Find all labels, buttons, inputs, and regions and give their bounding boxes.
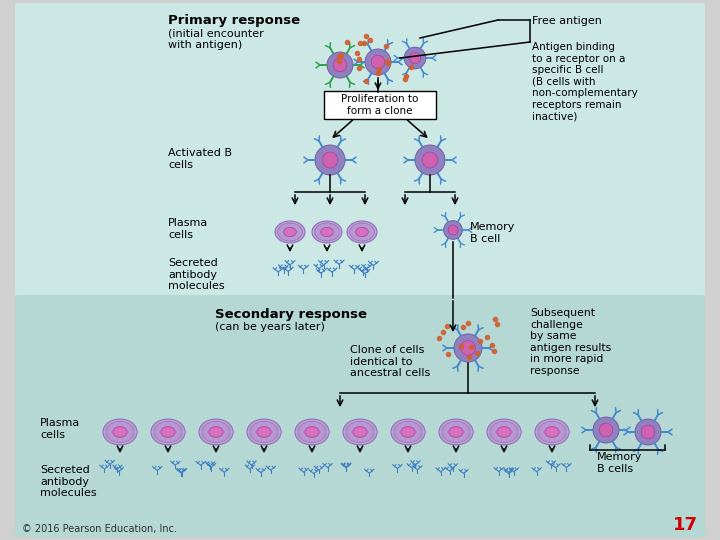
Ellipse shape	[454, 334, 482, 362]
Ellipse shape	[343, 419, 377, 445]
Ellipse shape	[599, 423, 613, 437]
Text: Secondary response: Secondary response	[215, 308, 367, 321]
Text: (initial encounter
with antigen): (initial encounter with antigen)	[168, 28, 264, 50]
Ellipse shape	[461, 341, 475, 355]
Ellipse shape	[305, 427, 319, 437]
FancyBboxPatch shape	[15, 3, 705, 297]
Ellipse shape	[320, 227, 333, 237]
Ellipse shape	[490, 421, 518, 443]
Ellipse shape	[439, 419, 473, 445]
Ellipse shape	[442, 421, 470, 443]
Text: Memory
B cell: Memory B cell	[470, 222, 516, 244]
Text: Plasma
cells: Plasma cells	[168, 218, 208, 240]
Ellipse shape	[353, 427, 367, 437]
Ellipse shape	[444, 221, 462, 239]
Ellipse shape	[161, 427, 175, 437]
FancyBboxPatch shape	[324, 91, 436, 119]
Text: Subsequent
challenge
by same
antigen results
in more rapid
response: Subsequent challenge by same antigen res…	[530, 308, 611, 376]
Ellipse shape	[545, 427, 559, 437]
Ellipse shape	[257, 427, 271, 437]
Ellipse shape	[298, 421, 326, 443]
Ellipse shape	[106, 421, 134, 443]
Text: Secreted
antibody
molecules: Secreted antibody molecules	[40, 465, 96, 498]
Ellipse shape	[295, 419, 329, 445]
Ellipse shape	[250, 421, 278, 443]
Ellipse shape	[391, 419, 425, 445]
Ellipse shape	[278, 223, 302, 241]
Ellipse shape	[401, 427, 415, 437]
Ellipse shape	[422, 152, 438, 168]
Ellipse shape	[151, 419, 185, 445]
Ellipse shape	[247, 419, 281, 445]
Text: Activated B
cells: Activated B cells	[168, 148, 232, 170]
Ellipse shape	[347, 221, 377, 243]
Ellipse shape	[154, 421, 182, 443]
Ellipse shape	[487, 419, 521, 445]
Ellipse shape	[404, 47, 426, 69]
Ellipse shape	[448, 225, 458, 235]
Ellipse shape	[199, 419, 233, 445]
Ellipse shape	[322, 152, 338, 168]
Ellipse shape	[315, 145, 345, 175]
Text: Proliferation to
form a clone: Proliferation to form a clone	[341, 94, 419, 116]
Text: Plasma
cells: Plasma cells	[40, 418, 80, 440]
Ellipse shape	[113, 427, 127, 437]
Text: Secreted
antibody
molecules: Secreted antibody molecules	[168, 258, 225, 291]
Ellipse shape	[538, 421, 566, 443]
Ellipse shape	[346, 421, 374, 443]
Ellipse shape	[642, 425, 654, 439]
Ellipse shape	[410, 52, 420, 64]
Ellipse shape	[103, 419, 137, 445]
Ellipse shape	[209, 427, 223, 437]
Ellipse shape	[593, 417, 619, 443]
Ellipse shape	[327, 52, 353, 78]
Text: Free antigen: Free antigen	[532, 16, 602, 26]
Text: (can be years later): (can be years later)	[215, 322, 325, 332]
Text: Memory
B cells: Memory B cells	[597, 452, 642, 474]
FancyBboxPatch shape	[15, 295, 705, 537]
Ellipse shape	[535, 419, 569, 445]
Ellipse shape	[275, 221, 305, 243]
Ellipse shape	[284, 227, 297, 237]
Ellipse shape	[202, 421, 230, 443]
Ellipse shape	[356, 227, 369, 237]
Text: 17: 17	[673, 516, 698, 534]
Text: Clone of cells
identical to
ancestral cells: Clone of cells identical to ancestral ce…	[350, 345, 431, 378]
Ellipse shape	[312, 221, 342, 243]
Text: Antigen binding
to a receptor on a
specific B cell
(B cells with
non-complementa: Antigen binding to a receptor on a speci…	[532, 42, 638, 122]
Ellipse shape	[394, 421, 422, 443]
Ellipse shape	[635, 419, 661, 445]
Ellipse shape	[350, 223, 374, 241]
Text: © 2016 Pearson Education, Inc.: © 2016 Pearson Education, Inc.	[22, 524, 177, 534]
Text: Primary response: Primary response	[168, 14, 300, 27]
Ellipse shape	[372, 55, 384, 69]
Ellipse shape	[315, 223, 339, 241]
Ellipse shape	[365, 49, 391, 75]
Ellipse shape	[415, 145, 445, 175]
Ellipse shape	[497, 427, 511, 437]
Ellipse shape	[449, 427, 463, 437]
Ellipse shape	[333, 58, 347, 72]
